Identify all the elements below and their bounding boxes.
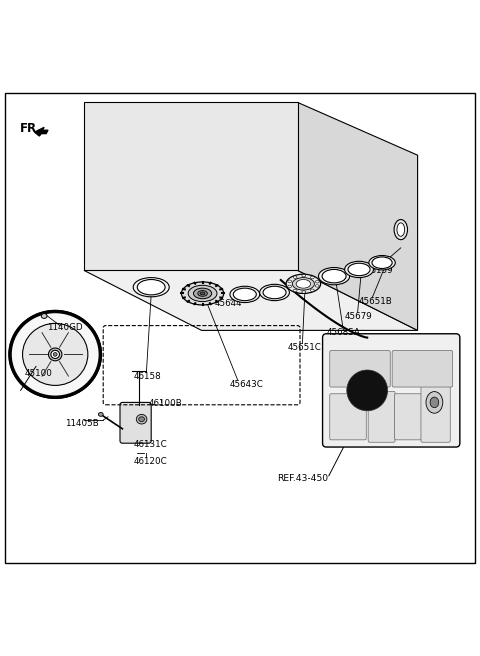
FancyBboxPatch shape: [323, 334, 460, 447]
Text: 45644: 45644: [215, 300, 243, 308]
Text: 46120C: 46120C: [133, 457, 167, 466]
Ellipse shape: [397, 223, 405, 236]
Text: 45651B: 45651B: [359, 297, 393, 306]
Polygon shape: [35, 127, 48, 136]
Ellipse shape: [348, 263, 370, 276]
Text: 1140GD: 1140GD: [47, 323, 83, 333]
Ellipse shape: [322, 270, 346, 283]
FancyBboxPatch shape: [395, 394, 421, 440]
Ellipse shape: [288, 280, 292, 283]
Ellipse shape: [345, 261, 373, 277]
Ellipse shape: [233, 288, 256, 300]
Text: FR.: FR.: [20, 122, 42, 135]
Ellipse shape: [98, 413, 103, 417]
Ellipse shape: [318, 268, 349, 285]
Ellipse shape: [315, 281, 319, 283]
Text: 45643C: 45643C: [229, 380, 264, 388]
Ellipse shape: [302, 274, 306, 277]
Text: 45651C: 45651C: [288, 342, 322, 352]
Ellipse shape: [193, 288, 212, 298]
Text: REF.43-450: REF.43-450: [277, 474, 329, 483]
Ellipse shape: [292, 277, 314, 290]
Text: 46158: 46158: [133, 373, 161, 381]
Ellipse shape: [260, 284, 289, 300]
Polygon shape: [84, 270, 418, 331]
Ellipse shape: [296, 279, 311, 288]
Ellipse shape: [200, 292, 205, 295]
FancyBboxPatch shape: [392, 350, 453, 387]
Ellipse shape: [188, 285, 217, 302]
Ellipse shape: [286, 274, 321, 293]
FancyBboxPatch shape: [421, 382, 450, 442]
Ellipse shape: [48, 348, 62, 361]
Ellipse shape: [288, 285, 292, 287]
Text: 46131C: 46131C: [133, 440, 167, 449]
Ellipse shape: [9, 311, 101, 398]
Text: 45679: 45679: [345, 312, 372, 321]
Ellipse shape: [53, 352, 57, 356]
Ellipse shape: [311, 276, 314, 279]
Ellipse shape: [230, 286, 260, 302]
Text: 45685A: 45685A: [326, 328, 360, 337]
Ellipse shape: [394, 220, 408, 239]
Ellipse shape: [263, 286, 286, 298]
Ellipse shape: [311, 289, 314, 291]
Ellipse shape: [372, 257, 392, 268]
Ellipse shape: [23, 323, 88, 386]
Ellipse shape: [181, 282, 224, 305]
Text: 46159: 46159: [366, 266, 394, 275]
FancyBboxPatch shape: [368, 392, 395, 442]
Ellipse shape: [302, 291, 306, 293]
Ellipse shape: [430, 397, 439, 407]
Ellipse shape: [293, 289, 297, 292]
Ellipse shape: [136, 415, 147, 424]
Text: 11405B: 11405B: [65, 419, 98, 428]
Polygon shape: [84, 102, 298, 270]
Ellipse shape: [315, 285, 319, 287]
Ellipse shape: [198, 291, 207, 297]
Polygon shape: [298, 102, 418, 331]
Ellipse shape: [51, 350, 60, 358]
Ellipse shape: [133, 277, 169, 297]
Ellipse shape: [41, 314, 47, 318]
FancyBboxPatch shape: [120, 402, 151, 443]
Ellipse shape: [139, 417, 144, 422]
Ellipse shape: [426, 392, 443, 413]
Ellipse shape: [293, 276, 297, 278]
Text: 45100: 45100: [24, 369, 52, 378]
Ellipse shape: [137, 279, 165, 295]
FancyBboxPatch shape: [330, 350, 390, 387]
Text: 46100B: 46100B: [149, 400, 182, 408]
FancyBboxPatch shape: [330, 394, 366, 440]
Ellipse shape: [369, 256, 396, 270]
Ellipse shape: [347, 370, 387, 411]
